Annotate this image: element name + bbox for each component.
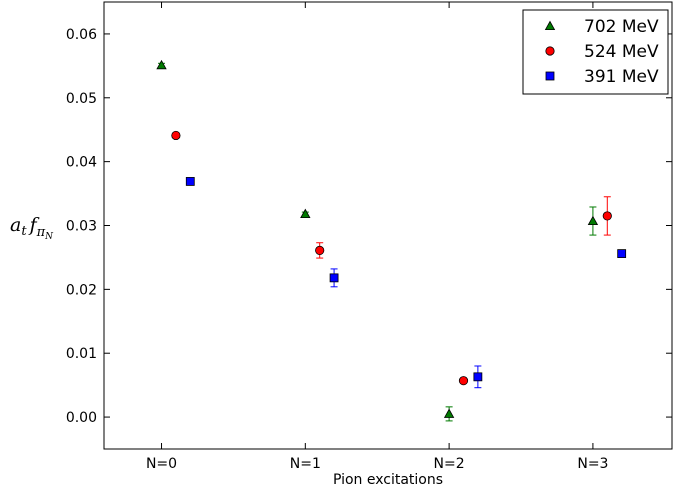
data-point — [617, 249, 627, 258]
y-tick-label: 0.01 — [66, 346, 97, 362]
data-point — [315, 245, 325, 256]
legend-label: 391 MeV — [584, 67, 659, 87]
y-tick-label: 0.00 — [66, 410, 97, 426]
y-axis-title-base-sub: t — [21, 224, 27, 239]
y-axis-title: at fπN — [10, 214, 54, 242]
legend: 702 MeV 524 MeV 391 MeV — [522, 9, 669, 95]
legend-marker — [544, 20, 556, 31]
x-tick-label: N=1 — [290, 456, 321, 472]
x-tick-label: N=2 — [434, 456, 465, 472]
data-point — [458, 376, 469, 386]
y-tick-label: 0.02 — [66, 282, 97, 298]
data-point — [171, 130, 181, 141]
x-axis-title: Pion excitations — [333, 472, 443, 488]
data-point — [587, 215, 599, 226]
x-tick-label: N=3 — [577, 456, 608, 472]
legend-marker — [545, 71, 555, 81]
y-axis-title-factor-sub: π — [36, 225, 46, 240]
y-tick-label: 0.04 — [66, 155, 97, 171]
y-tick-labels: 0.00 0.01 0.02 0.03 0.04 0.05 0.06 — [66, 27, 97, 426]
y-axis-title-factor: f — [28, 214, 40, 236]
y-tick-label: 0.05 — [66, 91, 97, 107]
data-point — [185, 177, 195, 186]
y-axis-title-base: a — [10, 214, 21, 236]
data-point — [473, 372, 483, 382]
legend-marker — [545, 46, 555, 56]
markers-layer — [156, 59, 627, 418]
data-point — [300, 208, 311, 219]
legend-items: 702 MeV 524 MeV 391 MeV — [544, 17, 659, 87]
data-point — [329, 273, 339, 283]
legend-label: 702 MeV — [584, 17, 659, 37]
data-point — [443, 408, 455, 418]
y-tick-label: 0.03 — [66, 219, 97, 235]
x-tick-labels: N=0 N=1 N=2 N=3 — [146, 456, 609, 472]
legend-label: 524 MeV — [584, 42, 659, 62]
errorbars-layer — [158, 62, 626, 422]
y-axis-title-factor-subsub: N — [44, 232, 54, 242]
y-tick-label: 0.06 — [66, 27, 97, 43]
data-point — [156, 59, 167, 70]
data-point — [602, 211, 612, 221]
x-tick-label: N=0 — [146, 456, 177, 472]
ticks-layer — [104, 2, 672, 449]
